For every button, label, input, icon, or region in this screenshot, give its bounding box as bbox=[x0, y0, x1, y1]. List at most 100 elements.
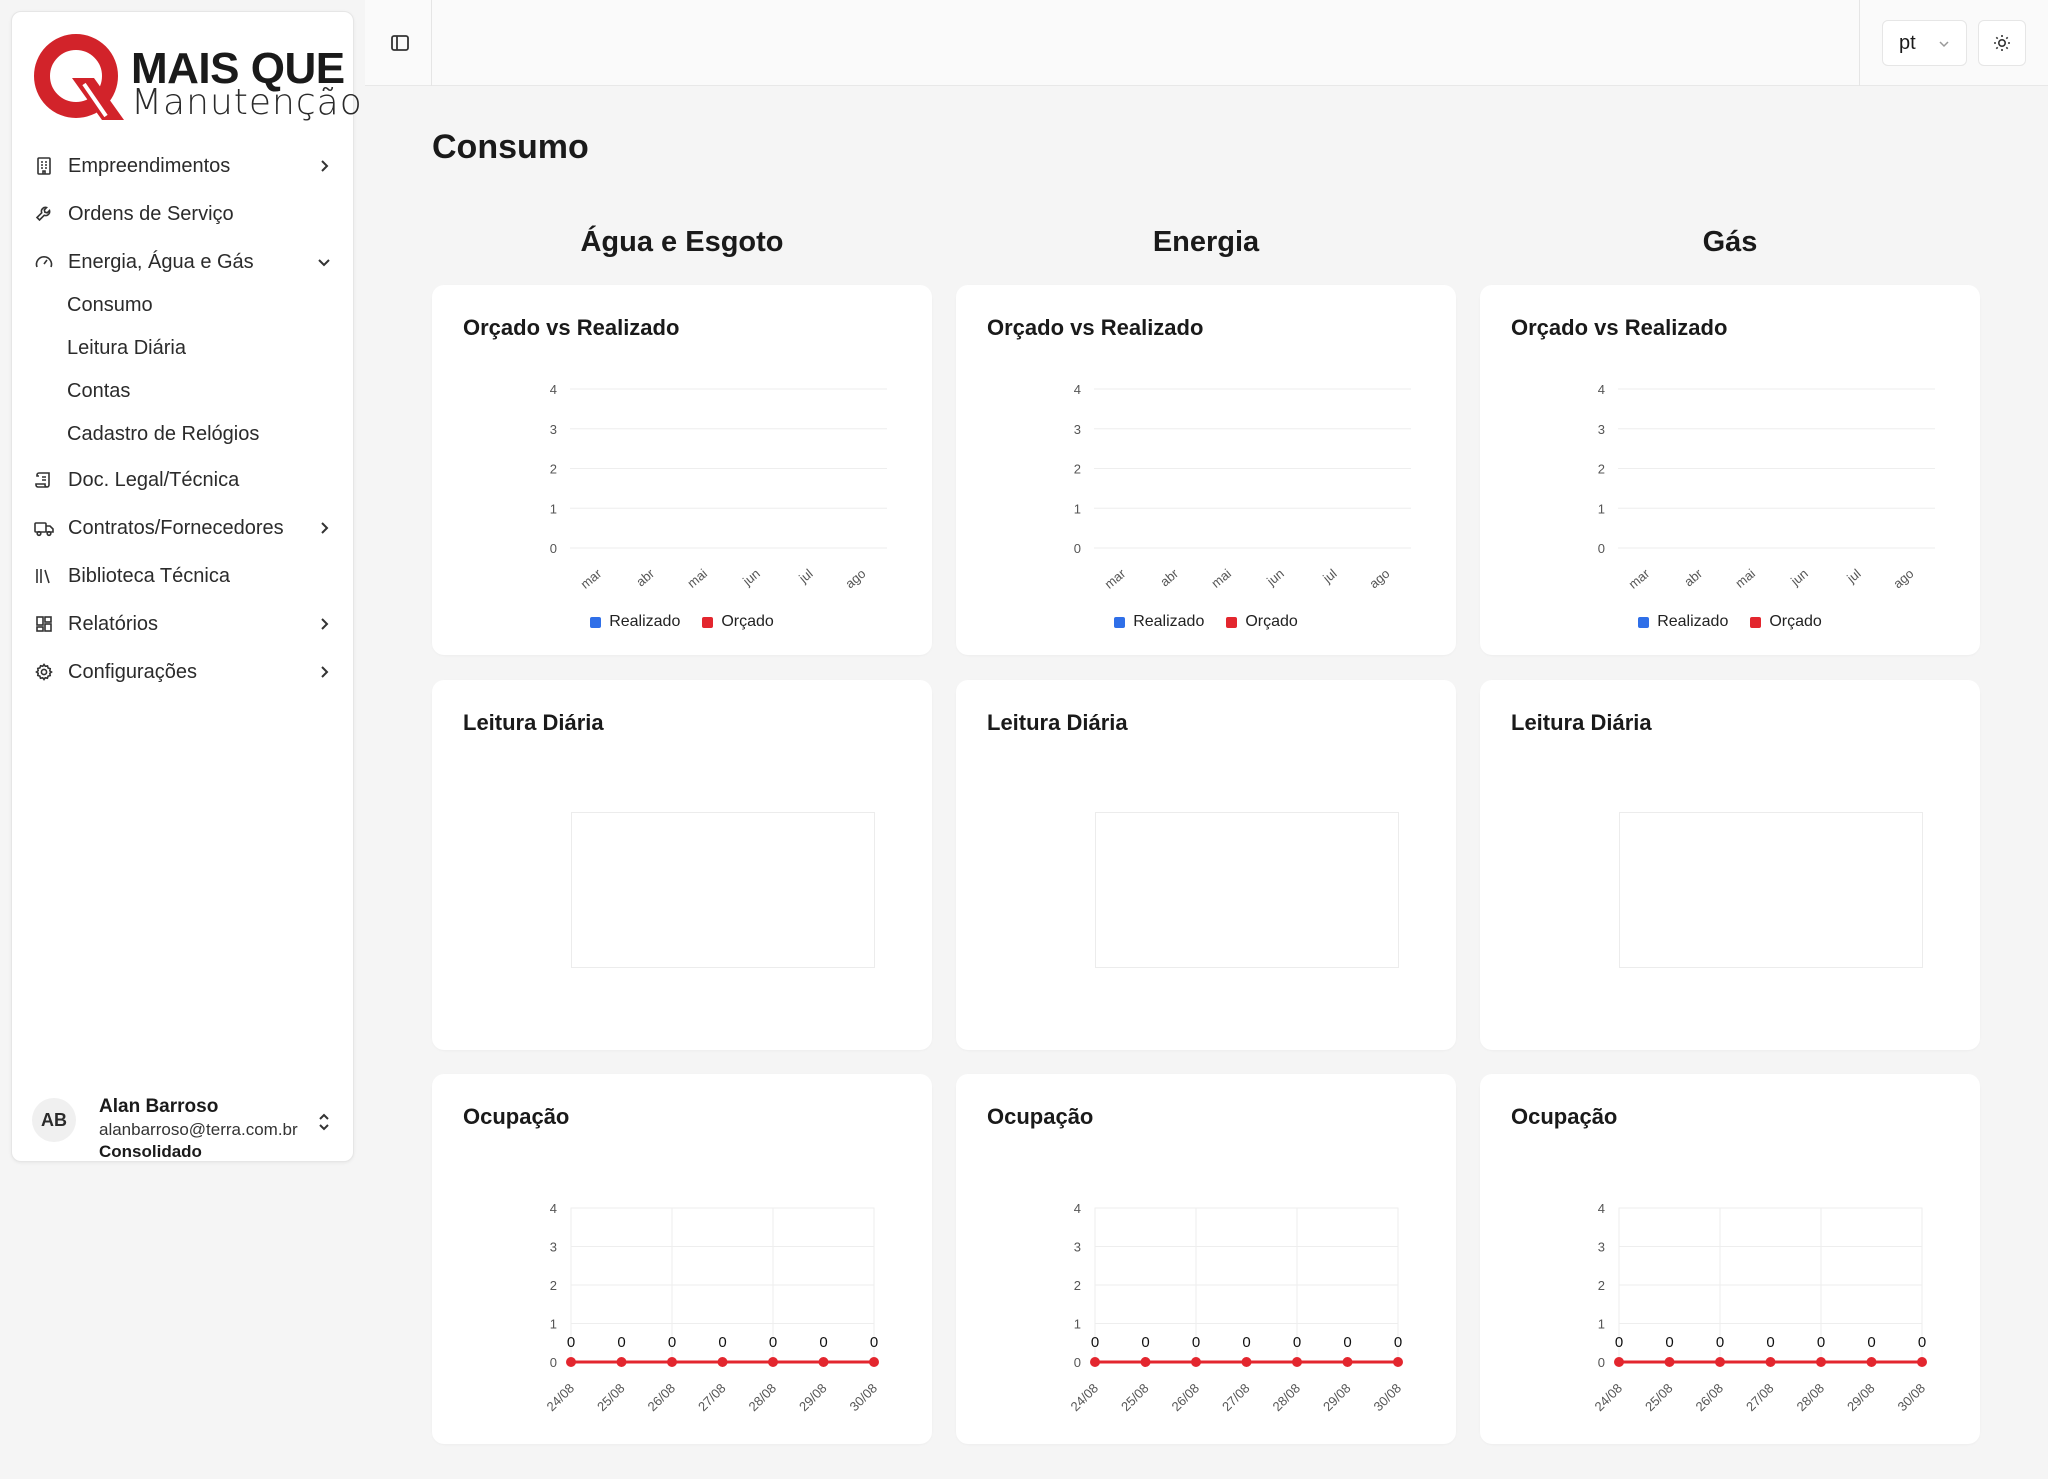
top-bar: pt bbox=[365, 0, 2048, 86]
y-tick-label: 4 bbox=[1598, 382, 1605, 397]
sidebar-item-biblioteca-tecnica[interactable]: Biblioteca Técnica bbox=[32, 556, 344, 596]
sidebar-item-empreendimentos[interactable]: Empreendimentos bbox=[32, 146, 344, 186]
daily-reading-card-gas: Leitura Diária bbox=[1480, 680, 1980, 1050]
legend-item-orcado[interactable]: Orçado bbox=[1226, 613, 1298, 631]
legend-item-realizado[interactable]: Realizado bbox=[1114, 613, 1204, 631]
divider bbox=[1859, 0, 1860, 86]
x-tick-label: 26/08 bbox=[645, 1381, 679, 1415]
data-point bbox=[1140, 1357, 1151, 1367]
legend-item-realizado[interactable]: Realizado bbox=[590, 613, 680, 631]
logo[interactable]: MAIS QUE Manutenção bbox=[24, 22, 362, 123]
x-tick-label: 27/08 bbox=[1219, 1381, 1253, 1415]
daily-reading-chart-area bbox=[1619, 812, 1923, 968]
data-point bbox=[1765, 1357, 1776, 1367]
data-point bbox=[566, 1357, 576, 1367]
sidebar-item-label: Biblioteca Técnica bbox=[68, 564, 230, 587]
gear-icon bbox=[32, 660, 56, 684]
language-select[interactable]: pt bbox=[1882, 20, 1967, 66]
data-point bbox=[717, 1357, 728, 1367]
x-tick-label: mar bbox=[578, 565, 605, 591]
sidebar-item-ordens-de-servico[interactable]: Ordens de Serviço bbox=[32, 194, 344, 234]
data-label: 0 bbox=[1141, 1334, 1149, 1351]
y-tick-label: 4 bbox=[1074, 382, 1081, 397]
data-label: 0 bbox=[870, 1334, 878, 1351]
data-label: 0 bbox=[1242, 1334, 1250, 1351]
y-tick-label: 2 bbox=[1598, 462, 1605, 477]
gauge-icon bbox=[32, 250, 56, 274]
x-tick-label: 27/08 bbox=[695, 1381, 729, 1415]
y-tick-label: 0 bbox=[1598, 541, 1605, 556]
chevron-down-icon bbox=[1939, 41, 1949, 48]
card-title: Ocupação bbox=[463, 1104, 570, 1129]
y-tick-label: 2 bbox=[1598, 1278, 1605, 1293]
card-title: Ocupação bbox=[987, 1104, 1094, 1129]
data-point bbox=[616, 1357, 627, 1367]
legend-label: Realizado bbox=[1133, 613, 1205, 630]
y-tick-label: 1 bbox=[550, 1317, 557, 1332]
sidebar-subitem-cadastro-de-relogios[interactable]: Cadastro de Relógios bbox=[67, 422, 260, 445]
legend-item-orcado[interactable]: Orçado bbox=[702, 613, 774, 631]
occupancy-card-energia: Ocupação 0 1 2 3 4 0 24/08 0 25/08 0 26/08 0 27/08 0 28… bbox=[956, 1074, 1456, 1444]
y-tick-label: 0 bbox=[550, 541, 557, 556]
data-point bbox=[1342, 1357, 1353, 1367]
y-tick-label: 1 bbox=[1074, 1317, 1081, 1332]
sidebar-item-energia-agua-gas[interactable]: Energia, Água e Gás bbox=[32, 242, 344, 282]
user-email: alanbarroso@terra.com.br bbox=[99, 1120, 298, 1139]
user-menu[interactable]: AB Alan Barroso alanbarroso@terra.com.br… bbox=[32, 1084, 342, 1161]
x-tick-label: mar bbox=[1626, 565, 1653, 591]
y-tick-label: 3 bbox=[1598, 1240, 1605, 1255]
y-tick-label: 3 bbox=[550, 1240, 557, 1255]
sidebar-subitem-consumo[interactable]: Consumo bbox=[67, 293, 153, 316]
legend-swatch bbox=[1226, 616, 1238, 628]
logo-mark-icon bbox=[34, 34, 124, 120]
data-point bbox=[1917, 1357, 1927, 1367]
x-tick-label: 24/08 bbox=[544, 1381, 578, 1415]
page-title: Consumo bbox=[432, 128, 589, 166]
sidebar-subitem-contas[interactable]: Contas bbox=[67, 379, 131, 402]
x-tick-label: 30/08 bbox=[847, 1381, 881, 1415]
legend-item-realizado[interactable]: Realizado bbox=[1638, 613, 1728, 631]
sidebar-item-contratos-fornecedores[interactable]: Contratos/Fornecedores bbox=[32, 508, 344, 548]
occupancy-chart: 01234024/08025/08026/08027/08028/08029/0… bbox=[1068, 1201, 1405, 1415]
truck-icon bbox=[32, 516, 56, 540]
chevron-down-icon bbox=[318, 259, 330, 267]
avatar: AB bbox=[32, 1098, 76, 1142]
sidebar-toggle-icon[interactable] bbox=[388, 31, 412, 55]
card-title: Orçado vs Realizado bbox=[463, 315, 680, 340]
sidebar-item-relatorios[interactable]: Relatórios bbox=[32, 604, 344, 644]
user-context: Consolidado bbox=[99, 1142, 202, 1161]
legend-item-orcado[interactable]: Orçado bbox=[1750, 613, 1822, 631]
legend-swatch bbox=[590, 616, 602, 628]
sidebar-item-configuracoes[interactable]: Configurações bbox=[32, 652, 344, 692]
x-tick-label: mai bbox=[1208, 566, 1234, 591]
x-tick-label: 28/08 bbox=[1794, 1381, 1828, 1415]
column-title-energia: Energia bbox=[1152, 226, 1260, 258]
data-label: 0 bbox=[668, 1334, 676, 1351]
legend-swatch bbox=[1750, 616, 1762, 628]
data-point bbox=[1090, 1357, 1100, 1367]
budget-vs-actual-chart: 0 1 2 3 4 mar abr mai jun jul ago bbox=[550, 382, 887, 592]
data-label: 0 bbox=[769, 1334, 777, 1351]
x-tick-label: jul bbox=[795, 566, 815, 587]
x-tick-label: abr bbox=[633, 565, 658, 589]
data-point bbox=[768, 1357, 778, 1367]
x-tick-label: 24/08 bbox=[1068, 1381, 1102, 1415]
x-tick-label: jun bbox=[1787, 566, 1811, 589]
y-tick-label: 1 bbox=[1598, 501, 1605, 516]
chevron-right-icon bbox=[321, 618, 329, 630]
y-tick-label: 2 bbox=[1074, 462, 1081, 477]
card-title: Leitura Diária bbox=[1511, 710, 1652, 735]
theme-toggle-button[interactable] bbox=[1978, 20, 2026, 66]
sidebar-subitem-leitura-diaria[interactable]: Leitura Diária bbox=[67, 336, 186, 359]
x-tick-label: abr bbox=[1681, 565, 1706, 589]
y-tick-label: 3 bbox=[1074, 422, 1081, 437]
y-tick-label: 2 bbox=[550, 462, 557, 477]
sidebar-item-label: Contratos/Fornecedores bbox=[68, 516, 284, 539]
building-icon bbox=[32, 154, 56, 178]
legend-swatch bbox=[1114, 616, 1126, 628]
chevrons-up-down-icon[interactable] bbox=[314, 1110, 334, 1134]
user-name: Alan Barroso bbox=[99, 1096, 219, 1117]
sidebar-item-label: Relatórios bbox=[68, 612, 159, 635]
sidebar-item-doc-legal-tecnica[interactable]: Doc. Legal/Técnica bbox=[32, 460, 344, 500]
y-tick-label: 2 bbox=[550, 1278, 557, 1293]
